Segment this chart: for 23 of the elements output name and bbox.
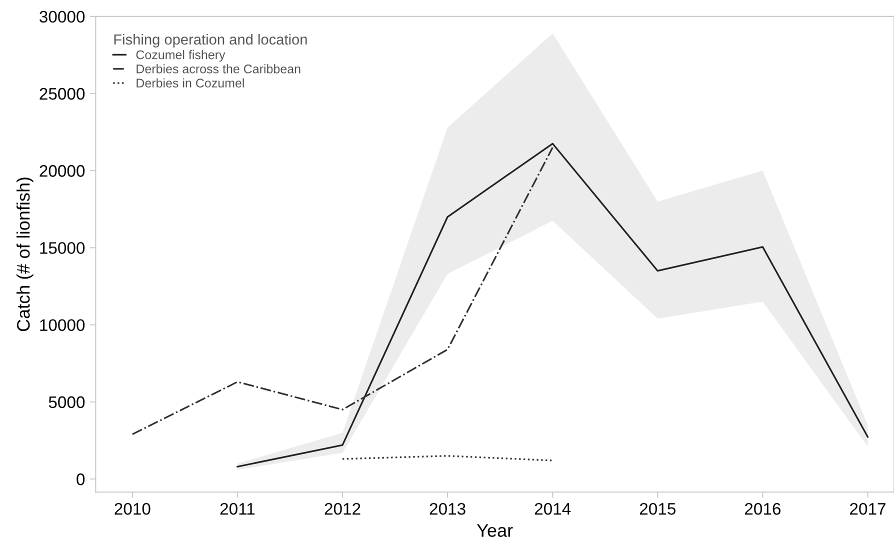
y-tick-label: 5000: [48, 396, 85, 408]
x-axis-title: Year: [476, 524, 513, 537]
x-tick-label: 2017: [850, 502, 886, 515]
y-tick-label: 30000: [40, 10, 85, 23]
y-tick-label: 25000: [40, 88, 85, 100]
legend-label: Derbies across the Caribbean: [136, 64, 300, 74]
x-tick-label: 2016: [744, 502, 780, 515]
legend-label: Derbies in Cozumel: [136, 78, 244, 88]
x-tick-label: 2013: [430, 502, 466, 515]
x-tick-label: 2014: [534, 502, 571, 515]
y-tick-label: 20000: [40, 165, 85, 177]
x-tick-label: 2015: [640, 502, 676, 515]
legend-title: Fishing operation and location: [114, 34, 307, 48]
x-tick-label: 2011: [220, 502, 255, 515]
y-tick-label: 0: [76, 473, 85, 486]
line-series: [236, 142, 869, 468]
y-tick-label: 10000: [40, 319, 85, 332]
line-series: [132, 146, 554, 436]
x-tick-label: 2012: [324, 502, 360, 515]
x-tick-label: 2010: [114, 502, 150, 515]
legend-label: Cozumel fishery: [136, 50, 226, 62]
y-tick-label: 15000: [40, 242, 85, 254]
y-axis-title: Catch (# of lionfish): [16, 178, 34, 332]
